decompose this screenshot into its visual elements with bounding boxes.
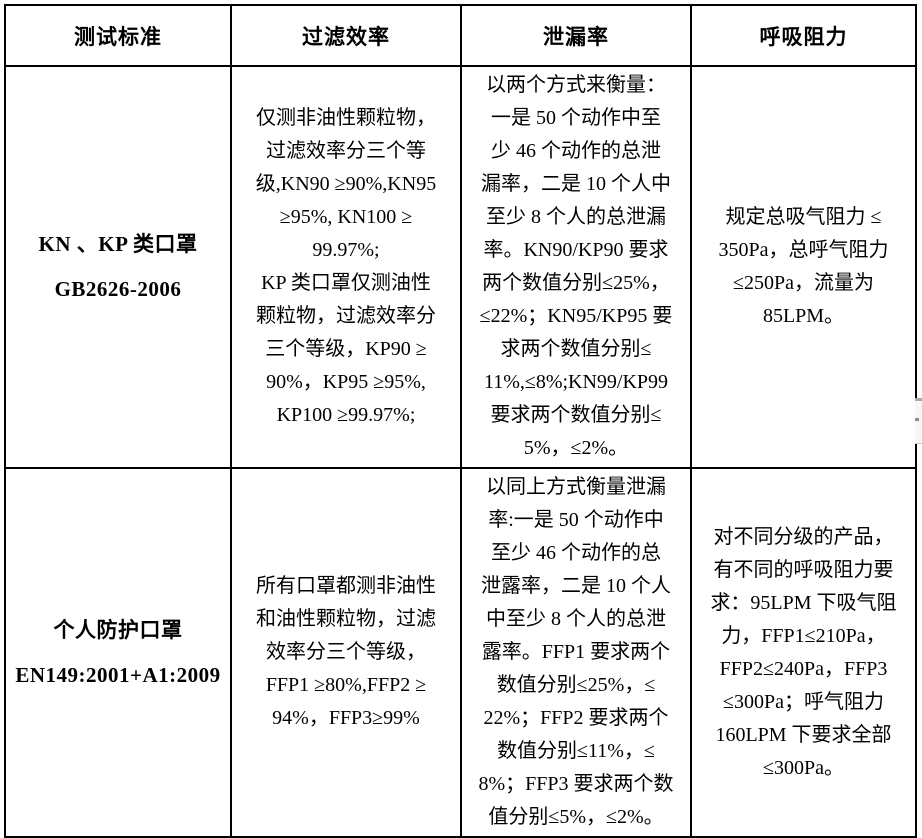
cell-breathing-en149: 对不同分级的产品， 有不同的呼吸阻力要 求：95LPM 下吸气阻 力，FFP1≤… [690, 467, 917, 838]
header-leakage-rate: 泄漏率 [460, 4, 692, 67]
scrollbar-fragment[interactable] [915, 398, 922, 444]
header-test-standard: 测试标准 [4, 4, 232, 67]
cell-filtration-en149: 所有口罩都测非油性 和油性颗粒物，过滤 效率分三个等级， FFP1 ≥80%,F… [230, 467, 462, 838]
cell-leakage-en149: 以同上方式衡量泄漏 率:一是 50 个动作中 至少 46 个动作的总 泄露率，二… [460, 467, 692, 838]
table-row-gb2626: KN 、KP 类口罩 GB2626-2006 仅测非油性颗粒物， 过滤效率分三个… [4, 65, 917, 469]
header-filtration-efficiency: 过滤效率 [230, 4, 462, 67]
mask-standards-comparison-table: 测试标准 过滤效率 泄漏率 呼吸阻力 KN 、KP 类口罩 GB2626-200… [4, 4, 917, 838]
cell-filtration-gb2626: 仅测非油性颗粒物， 过滤效率分三个等 级,KN90 ≥90%,KN95 ≥95%… [230, 65, 462, 469]
cell-standard-en149: 个人防护口罩 EN149:2001+A1:2009 [4, 467, 232, 838]
table-header-row: 测试标准 过滤效率 泄漏率 呼吸阻力 [4, 4, 917, 67]
cell-leakage-gb2626: 以两个方式来衡量： 一是 50 个动作中至 少 46 个动作的总泄 漏率，二是 … [460, 65, 692, 469]
table-row-en149: 个人防护口罩 EN149:2001+A1:2009 所有口罩都测非油性 和油性颗… [4, 467, 917, 838]
scrollbar-notch [915, 418, 919, 421]
header-breathing-resistance: 呼吸阻力 [690, 4, 917, 67]
cell-standard-gb2626: KN 、KP 类口罩 GB2626-2006 [4, 65, 232, 469]
cell-breathing-gb2626: 规定总吸气阻力 ≤ 350Pa，总呼气阻力 ≤250Pa，流量为 85LPM。 [690, 65, 917, 469]
